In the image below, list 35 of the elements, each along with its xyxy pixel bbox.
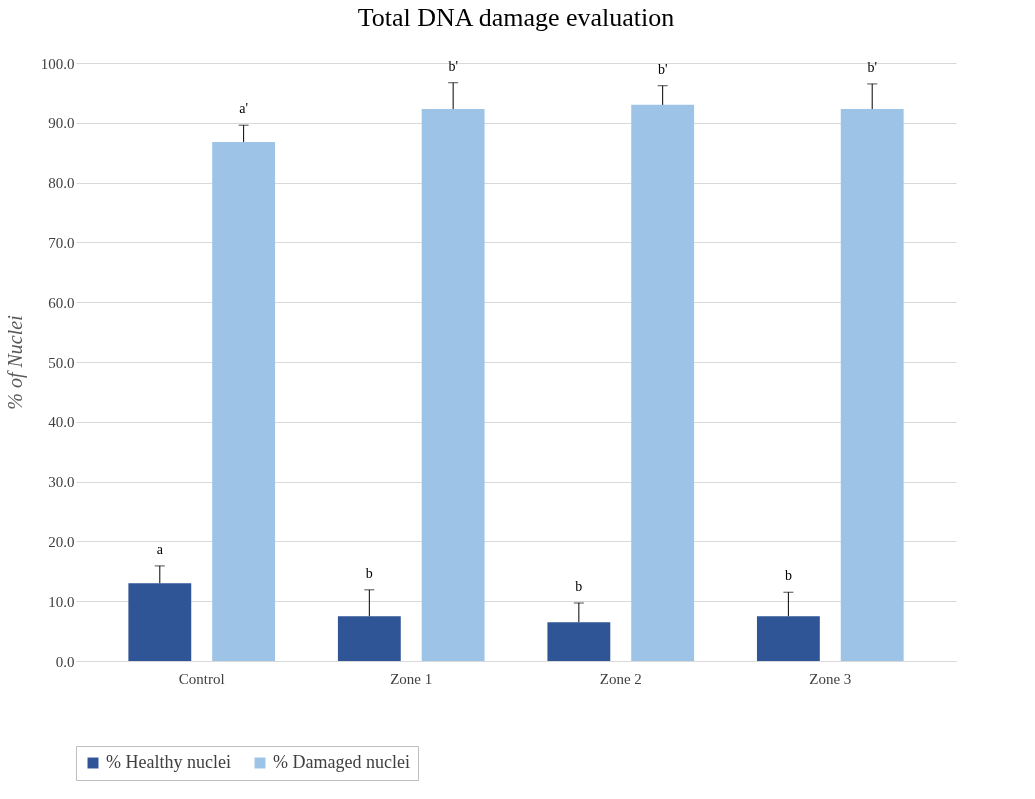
- data-label: b: [784, 568, 792, 584]
- bar: [840, 109, 904, 661]
- y-tick-label: 60.0: [48, 294, 75, 311]
- y-tick-label: 10.0: [48, 593, 75, 610]
- y-tick-label: 40.0: [48, 414, 75, 431]
- bar: [547, 622, 611, 661]
- y-tick-label: 30.0: [48, 474, 75, 491]
- y-tick-label: 80.0: [48, 175, 75, 192]
- x-tick-label: Zone 2: [599, 670, 642, 687]
- y-tick-label: 70.0: [48, 234, 75, 251]
- bar: [337, 616, 401, 661]
- data-label: a: [156, 541, 164, 557]
- bar: [756, 616, 820, 661]
- legend-label: % Damaged nuclei: [273, 752, 410, 772]
- data-label: a': [239, 101, 248, 117]
- bar: [421, 109, 485, 661]
- x-tick-label: Zone 3: [809, 670, 852, 687]
- data-label: b': [448, 58, 458, 74]
- x-tick-label: Control: [178, 670, 225, 687]
- legend-label: % Healthy nuclei: [106, 752, 231, 772]
- chart-title: Total DNA damage evaluation: [357, 3, 675, 32]
- x-tick-label: Zone 1: [390, 670, 433, 687]
- y-axis-title: % of Nuclei: [3, 315, 27, 410]
- y-tick-label: 20.0: [48, 533, 75, 550]
- y-tick-label: 90.0: [48, 115, 75, 132]
- y-tick-label: 0.0: [55, 653, 75, 670]
- data-label: b': [867, 59, 877, 75]
- y-tick-label: 100.0: [40, 55, 75, 72]
- bar: [212, 141, 276, 661]
- bar: [128, 583, 192, 661]
- data-label: b': [657, 61, 668, 77]
- bar: [631, 104, 695, 661]
- y-tick-label: 50.0: [48, 354, 75, 371]
- data-label: b: [365, 565, 373, 581]
- data-label: b: [575, 578, 583, 594]
